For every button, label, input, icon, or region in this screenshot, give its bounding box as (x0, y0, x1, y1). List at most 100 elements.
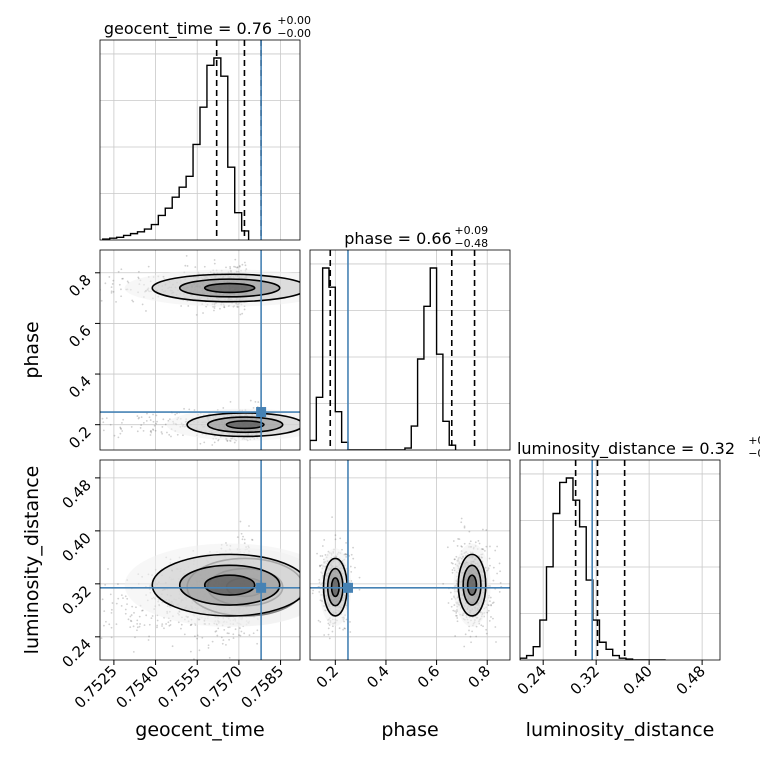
sample-point (331, 516, 333, 519)
sample-point (110, 611, 113, 614)
sample-point (148, 623, 151, 626)
sample-point (447, 602, 450, 604)
sample-point (252, 632, 255, 635)
sample-point (203, 441, 206, 444)
sample-point (226, 632, 229, 635)
sample-point (469, 540, 472, 543)
sample-point (328, 624, 331, 626)
sample-point (38, 291, 40, 293)
sample-point (450, 598, 453, 600)
sample-point (480, 624, 483, 627)
sample-point (234, 266, 237, 268)
sample-point (324, 554, 327, 556)
sample-point (478, 542, 481, 545)
sample-point (94, 616, 96, 618)
sample-point (495, 641, 497, 643)
sample-point (145, 310, 147, 312)
sample-point (115, 602, 118, 605)
sample-point (223, 306, 226, 309)
sample-point (229, 400, 232, 403)
sample-point (482, 625, 484, 628)
sample-point (107, 568, 109, 570)
sample-point (223, 629, 226, 631)
sample-point (136, 626, 139, 629)
sample-point (213, 307, 216, 309)
sample-point (207, 647, 210, 649)
y-tick-label: 0.8 (65, 271, 95, 301)
sample-point (29, 411, 31, 413)
x-axis-label-phase: phase (381, 719, 438, 741)
sample-point (233, 441, 236, 444)
sample-point (58, 275, 60, 277)
sample-point (349, 565, 352, 568)
sample-point (138, 625, 141, 628)
sample-point (127, 618, 130, 621)
sample-point (85, 628, 87, 630)
sample-point (222, 639, 225, 641)
sample-point (112, 279, 115, 282)
sample-point (470, 641, 472, 644)
sample-point (137, 270, 140, 273)
x-tick-label: 0.40 (620, 662, 656, 698)
sample-point (234, 628, 237, 631)
sample-point (169, 624, 172, 626)
sample-point (449, 591, 452, 594)
axes-frame (99, 459, 301, 661)
sample-point (129, 619, 132, 622)
x-tick-label: 0.6 (414, 662, 444, 692)
sample-point (149, 430, 152, 433)
title-minus: −0.48 (454, 237, 488, 250)
sample-point (312, 589, 314, 592)
sample-point (469, 635, 472, 638)
sample-point (96, 609, 98, 611)
title-plus: +0.04 (748, 434, 760, 447)
sample-point (331, 630, 334, 633)
sample-point (450, 562, 453, 564)
sample-point (56, 295, 58, 297)
sample-point (215, 630, 218, 632)
sample-point (156, 619, 159, 622)
sample-point (345, 618, 348, 621)
sample-point (450, 605, 453, 608)
axes-frame (309, 249, 511, 451)
sample-point (323, 634, 326, 636)
sample-point (455, 611, 458, 614)
sample-point (139, 427, 142, 429)
title-minus: −0.00 (277, 27, 311, 40)
sample-point (141, 303, 144, 306)
sample-point (84, 618, 86, 620)
sample-point (492, 579, 495, 582)
sample-point (124, 608, 127, 611)
sample-point (126, 603, 128, 605)
sample-point (149, 419, 152, 421)
sample-point (243, 261, 246, 264)
sample-point (120, 268, 123, 271)
sample-point (150, 430, 152, 432)
sample-point (332, 625, 334, 628)
axes-frame (309, 459, 511, 661)
sample-point (52, 287, 54, 289)
sample-point (352, 557, 355, 560)
sample-point (217, 627, 220, 630)
sample-point (236, 266, 239, 269)
sample-point (60, 279, 62, 281)
sample-point (221, 642, 224, 645)
sample-point (149, 434, 152, 436)
y-axis-label-phase: phase (21, 321, 43, 378)
sample-point (205, 305, 208, 308)
sample-point (198, 649, 201, 652)
sample-point (148, 416, 151, 419)
sample-point (136, 622, 139, 625)
sample-point (129, 615, 132, 618)
sample-point (358, 576, 361, 579)
sample-point (233, 265, 235, 268)
sample-point (110, 608, 113, 611)
sample-point (62, 273, 64, 275)
sample-point (226, 440, 229, 442)
sample-point (463, 542, 466, 545)
sample-point (139, 623, 141, 625)
sample-point (317, 619, 320, 622)
sample-point (243, 308, 246, 311)
sample-point (189, 624, 192, 627)
sample-point (213, 441, 216, 444)
